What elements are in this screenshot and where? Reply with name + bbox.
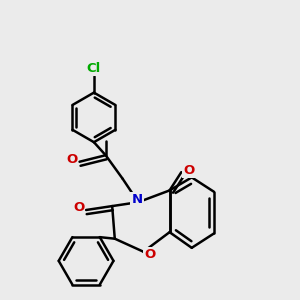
Text: O: O	[73, 201, 84, 214]
Text: N: N	[131, 193, 142, 206]
Text: O: O	[144, 248, 156, 261]
Text: O: O	[66, 153, 77, 166]
Text: O: O	[183, 164, 194, 177]
Text: Cl: Cl	[87, 62, 101, 75]
